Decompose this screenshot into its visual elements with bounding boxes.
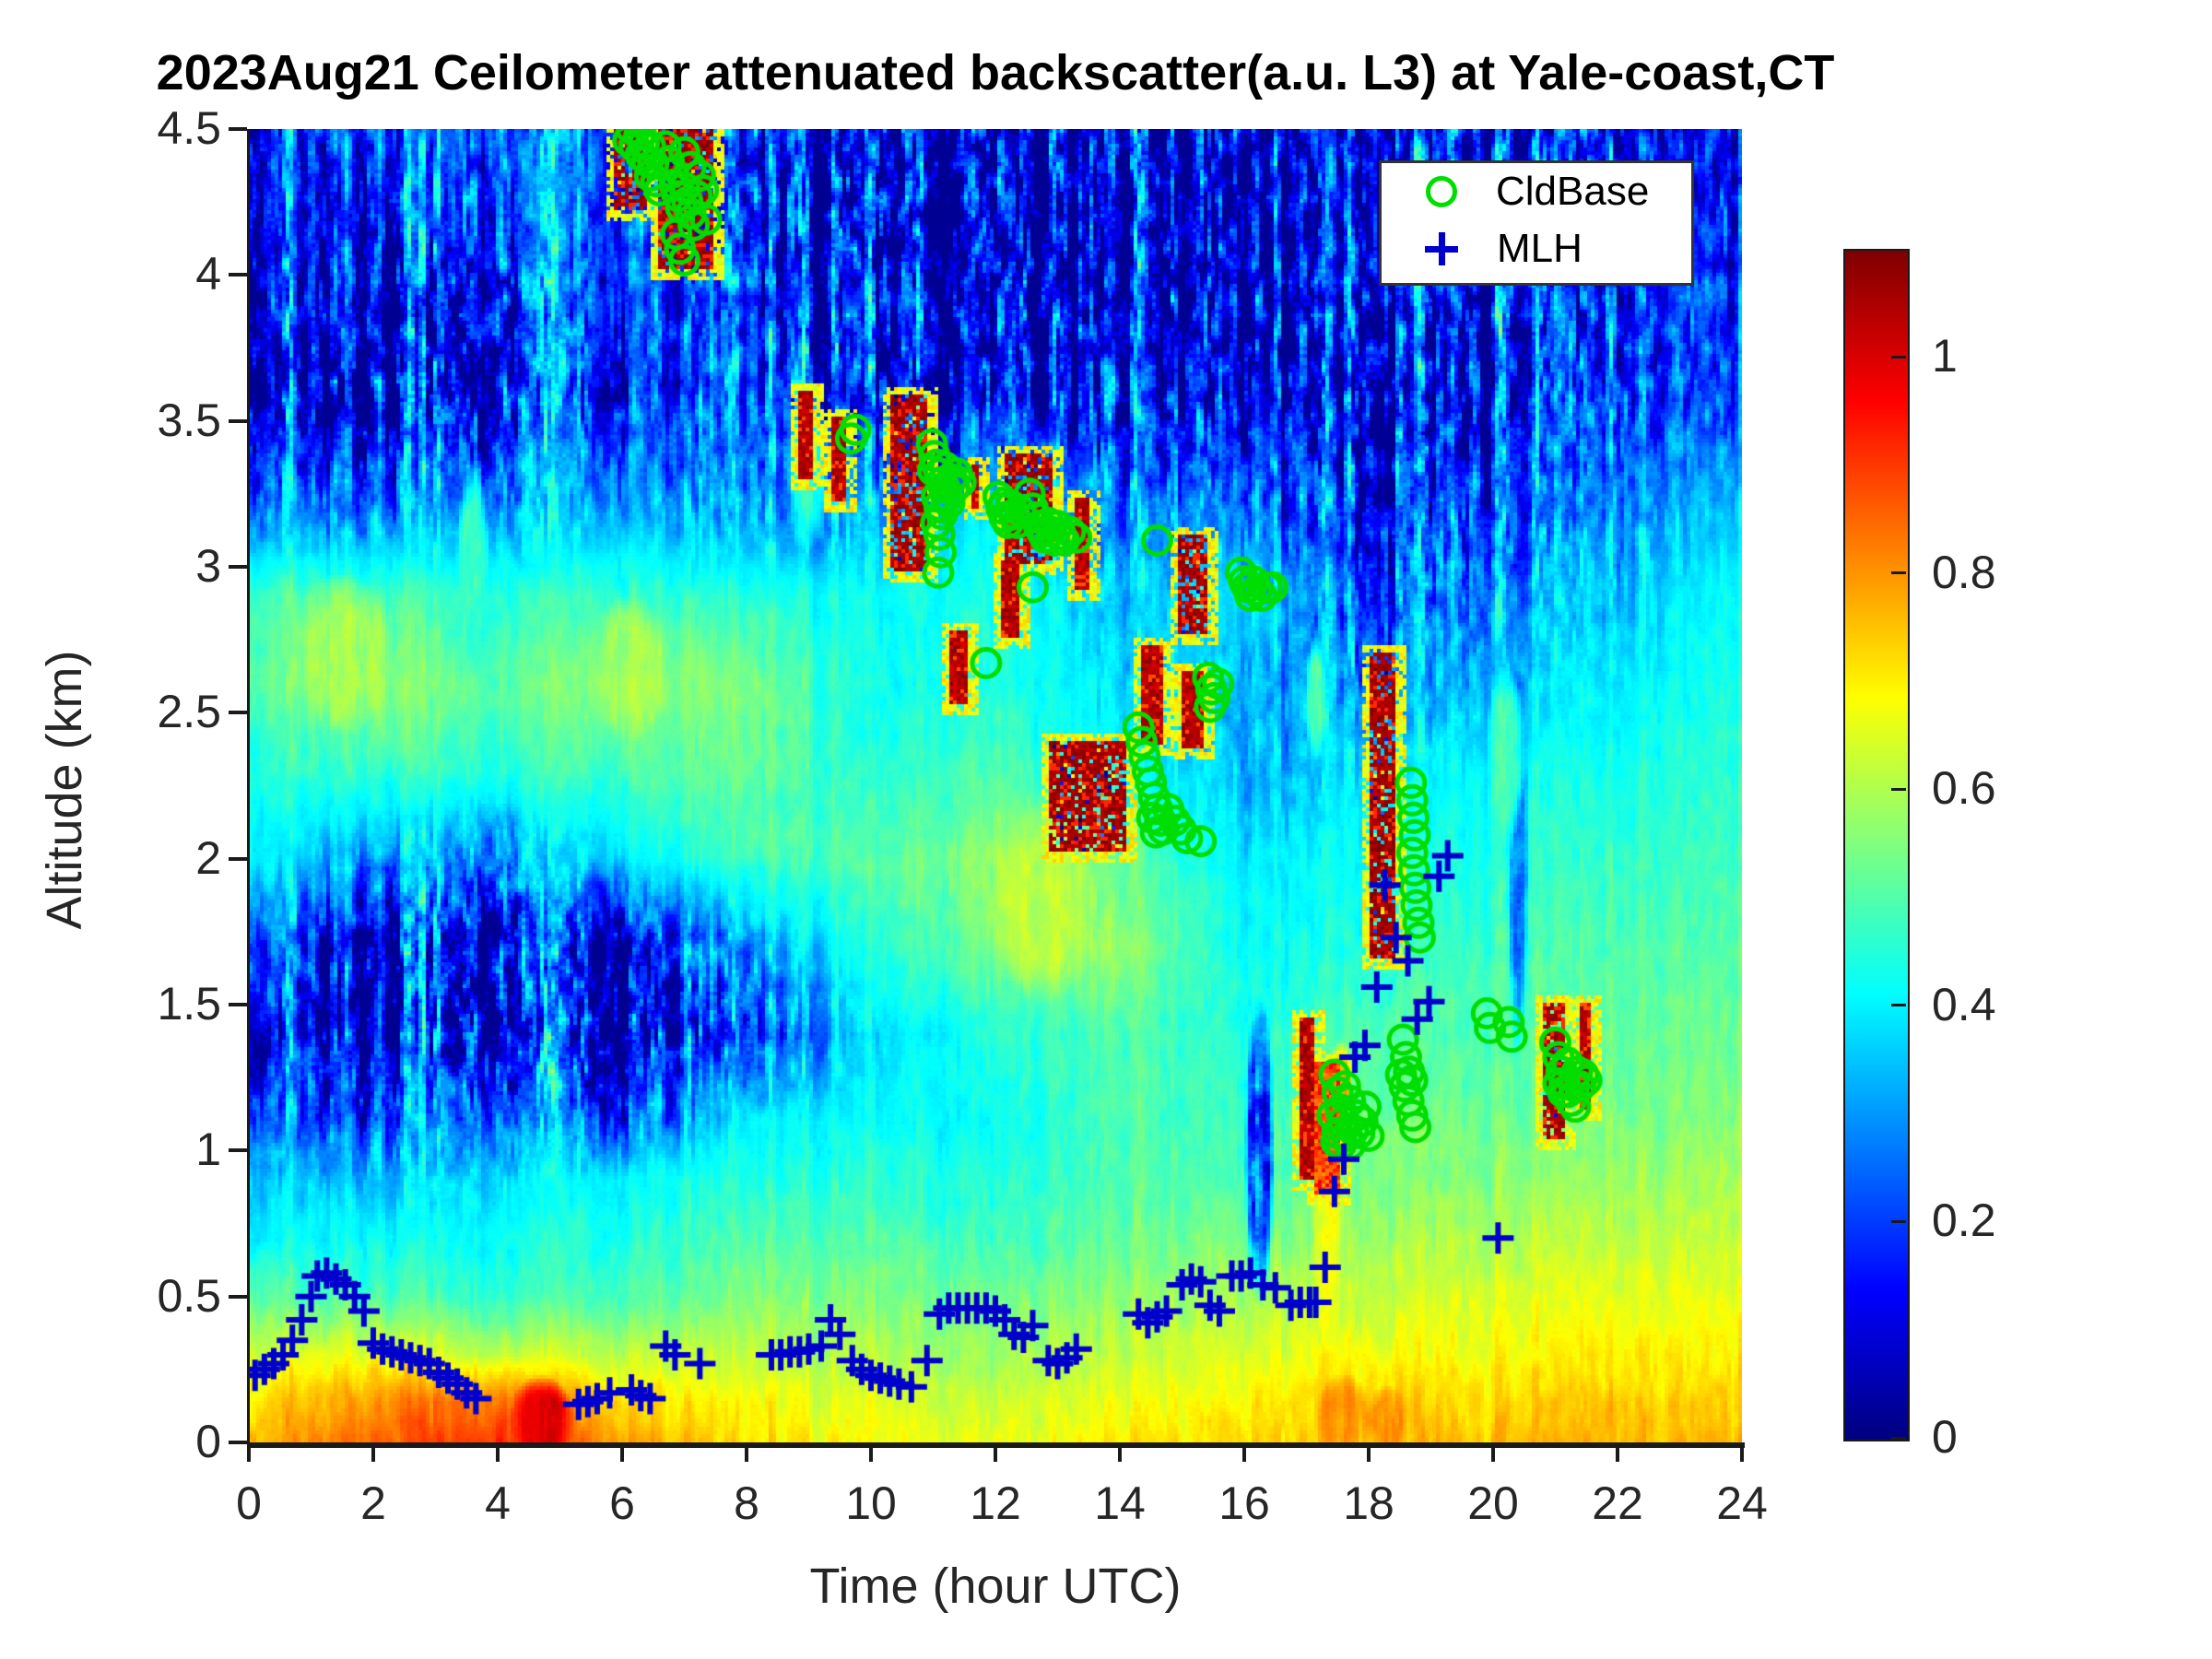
y-tick-label: 4 [195,248,221,300]
x-tick [1491,1443,1495,1462]
colorbar-tick [1891,1219,1906,1223]
y-tick-label: 2 [195,831,221,884]
y-tick [229,126,247,131]
colorbar-tick-label: 0.4 [1932,978,1996,1030]
legend-item-cldbase: CldBase [1382,163,1691,220]
y-tick [229,1441,247,1444]
x-tick-label: 22 [1592,1477,1643,1529]
x-tick [994,1443,997,1462]
y-tick [229,564,247,569]
y-tick [229,1002,247,1006]
colorbar-tick-label: 0 [1932,1411,1958,1463]
x-tick-label: 10 [845,1477,897,1529]
y-tick-label: 3.5 [157,394,221,446]
colorbar-tick-label: 0.8 [1932,546,1996,598]
x-tick-label: 8 [734,1477,759,1529]
x-tick [1367,1443,1371,1462]
y-tick [229,418,247,423]
y-axis-label: Altitude (km) [37,650,92,930]
legend-label-cldbase: CldBase [1496,169,1650,214]
colorbar-tick [1891,355,1906,359]
y-tick [229,1148,247,1153]
x-tick [371,1443,375,1462]
legend-label-mlh: MLH [1497,226,1583,271]
x-axis-label: Time (hour UTC) [809,1559,1182,1614]
x-tick-label: 12 [970,1477,1021,1529]
x-tick [247,1443,251,1462]
x-tick [620,1443,624,1462]
colorbar-tick-label: 0.2 [1932,1194,1996,1247]
colorbar-tick [1891,1004,1906,1007]
colorbar-tick [1891,787,1906,791]
y-tick-label: 0 [195,1416,221,1467]
y-tick-label: 3 [195,539,221,592]
y-tick [229,711,247,715]
y-tick-label: 0.5 [157,1269,221,1322]
x-tick [1616,1443,1619,1462]
heatmap-canvas [249,129,1742,1442]
x-tick [869,1443,873,1462]
y-tick [229,273,247,277]
cldbase-circle-icon [1426,176,1457,207]
x-tick-label: 0 [236,1477,262,1529]
y-tick [229,1294,247,1299]
y-tick [229,856,247,861]
y-tick-label: 2.5 [157,686,221,738]
y-tick-label: 4.5 [157,101,221,154]
colorbar-tick [1891,1436,1906,1440]
colorbar-tick [1891,571,1906,575]
x-tick-label: 6 [609,1477,635,1529]
colorbar-tick-label: 0.6 [1932,762,1996,815]
x-tick [496,1443,500,1462]
x-tick-label: 2 [360,1477,386,1529]
legend-item-mlh: MLH [1382,220,1691,277]
colorbar [1843,249,1910,1441]
legend: CldBase MLH [1379,160,1694,286]
x-tick [745,1443,748,1462]
x-tick-label: 14 [1094,1477,1146,1529]
y-tick-label: 1 [195,1124,221,1176]
mlh-plus-icon [1425,232,1458,265]
x-tick-label: 4 [485,1477,511,1529]
x-tick-label: 24 [1716,1477,1768,1529]
x-tick [1242,1443,1246,1462]
x-tick-label: 18 [1343,1477,1394,1529]
colorbar-tick-label: 1 [1932,330,1958,382]
x-tick [1740,1443,1744,1462]
chart-title: 2023Aug21 Ceilometer attenuated backscat… [156,45,1835,100]
x-tick-label: 16 [1218,1477,1270,1529]
x-tick-label: 20 [1467,1477,1519,1529]
y-tick-label: 1.5 [157,977,221,1030]
x-tick [1118,1443,1122,1462]
